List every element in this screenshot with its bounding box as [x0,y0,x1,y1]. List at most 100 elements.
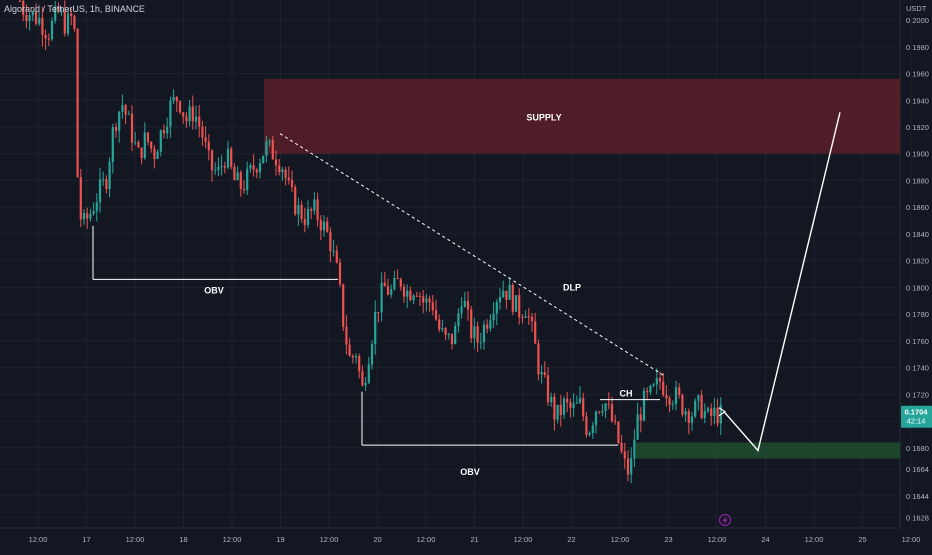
candle-body [521,317,524,319]
candle-body [332,250,335,252]
y-tick-label: 0.1880 [906,176,929,185]
candle-body [143,132,146,159]
projection-path [723,112,841,452]
candle-body [489,320,492,329]
candle-body [89,214,92,219]
candle-body [668,398,671,405]
candle-body [233,166,236,181]
candle-body [150,141,153,149]
x-tick-label: 19 [276,535,284,544]
candle-body [41,18,44,35]
candle-body [473,326,476,339]
candle-body [105,179,108,190]
candle-body [306,208,310,225]
candle-body [86,212,89,219]
candle-body [230,148,233,167]
candle-body [361,371,364,386]
y-tick-label: 0.1900 [906,150,929,159]
candle-body [457,313,460,326]
candle-body [428,298,431,303]
candle-body [114,127,118,131]
candle-body [703,411,706,419]
candle-body [226,148,230,168]
candle-body [476,326,479,343]
candle-body [28,15,31,22]
candle-body [402,286,406,297]
candle-body [617,421,620,444]
candle-body [214,170,217,172]
candle-body [694,400,697,417]
candle-body [342,284,345,327]
x-tick-label: 22 [567,535,575,544]
y-tick-label: 0.1760 [906,337,929,346]
candle-body [169,100,172,127]
candle-body [582,398,585,417]
candle-body [175,96,178,102]
y-tick-label: 0.1628 [906,513,929,522]
candle-body [540,372,543,375]
candle-body [63,11,66,34]
candle-body [217,166,220,171]
candle-body [450,333,454,345]
candle-body [514,295,518,312]
candle-body [482,324,486,343]
candle-body [713,407,716,417]
candle-body [511,284,514,312]
lightning-icon-glyph [722,516,728,525]
candle-body [182,112,185,117]
candle-body [556,404,559,420]
countdown: 42:14 [907,417,926,426]
candle-body [265,141,268,156]
candle-body [566,398,569,403]
candle-body [434,310,438,320]
candle-body [284,169,287,178]
candle-body [191,106,194,122]
candle-body [425,298,428,303]
candle-body [508,284,511,300]
candle-body [553,396,556,420]
candle-body [498,296,502,303]
candle-body [409,290,412,301]
candle-body [601,411,604,413]
candle-body [294,187,297,215]
candle-body [239,172,242,189]
demand-zone [636,442,900,459]
y-tick-label: 0.1820 [906,257,929,266]
projection-arrow [718,407,727,417]
candle-body [25,14,28,22]
candle-body [684,411,687,415]
candle-body [159,130,162,152]
candle-body [444,328,447,335]
candle-body [630,458,633,475]
y-tick-label: 0.1960 [906,70,929,79]
candle-body [345,326,348,345]
candle-body [652,384,655,386]
candle-body [662,381,665,395]
x-tick-label: 25 [858,535,866,544]
candle-body [335,250,338,263]
candle-body [124,105,127,115]
candle-body [700,395,703,419]
candle-body [274,159,278,166]
candle-body [598,411,601,413]
candle-body [54,6,57,21]
x-tick-label: 12:00 [126,535,145,544]
candle-body [300,204,303,219]
candle-body [639,414,642,421]
candle-body [207,141,210,151]
candle-body [534,321,537,344]
candle-body [281,169,284,173]
candle-body [559,404,562,415]
candle-body [316,199,319,220]
y-tick-label: 0.1840 [906,230,929,239]
candle-body [204,137,207,142]
candle-body [313,199,316,211]
candle-body [326,221,329,232]
candle-body [242,188,246,191]
candle-body [370,344,374,365]
candle-body [390,289,393,295]
candle-body [502,290,505,297]
candle-body [463,301,466,307]
